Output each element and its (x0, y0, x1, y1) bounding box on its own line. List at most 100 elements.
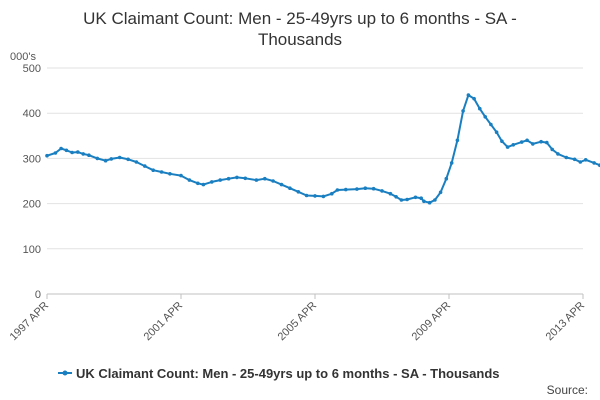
data-point-0-41 (371, 186, 376, 191)
data-point-0-74 (572, 157, 577, 162)
data-point-0-38 (344, 187, 348, 192)
data-point-0-6 (81, 152, 85, 156)
data-point-0-76 (583, 158, 588, 162)
data-point-0-53 (444, 176, 449, 181)
data-point-0-10 (109, 157, 114, 161)
data-point-0-72 (556, 152, 560, 156)
data-point-0-55 (455, 138, 460, 143)
y-tick-label-0: 0 (35, 289, 41, 301)
data-point-0-56 (461, 109, 465, 113)
data-point-0-16 (159, 170, 164, 174)
chart-title-line-1: UK Claimant Count: Men - 25-49yrs up to … (83, 9, 517, 28)
legend[interactable]: UK Claimant Count: Men - 25-49yrs up to … (58, 366, 500, 381)
data-point-0-59 (478, 106, 482, 111)
data-point-0-61 (489, 122, 493, 127)
data-point-0-36 (330, 191, 334, 196)
data-point-0-47 (413, 195, 418, 200)
y-tick-label-100: 100 (23, 244, 41, 256)
data-point-0-4 (70, 150, 74, 155)
data-point-0-19 (187, 178, 192, 182)
data-point-0-21 (201, 182, 206, 187)
y-tick-label-500: 500 (23, 63, 41, 75)
data-point-0-11 (117, 155, 122, 160)
data-point-0-33 (304, 193, 309, 198)
data-point-0-31 (288, 186, 292, 190)
data-point-0-23 (218, 178, 222, 182)
data-point-0-48 (419, 196, 424, 200)
data-point-0-8 (95, 156, 100, 161)
data-point-0-12 (126, 157, 130, 162)
data-point-0-44 (394, 195, 398, 199)
data-point-0-75 (578, 160, 583, 164)
x-tick-label-1: 2001 APR (142, 300, 186, 344)
data-point-0-25 (235, 175, 239, 180)
x-tick-label-2: 2005 APR (276, 300, 320, 344)
data-point-0-52 (438, 190, 443, 195)
data-point-0-60 (483, 115, 488, 119)
data-point-0-3 (64, 148, 69, 153)
data-point-0-37 (335, 188, 340, 192)
data-point-0-39 (355, 187, 359, 191)
y-tick-label-300: 300 (23, 153, 41, 165)
data-point-0-9 (103, 158, 108, 163)
data-point-0-69 (539, 139, 543, 144)
data-point-0-70 (545, 140, 549, 145)
data-point-0-57 (466, 93, 471, 97)
data-point-0-77 (592, 161, 596, 165)
data-point-0-7 (87, 153, 91, 157)
data-point-0-54 (449, 161, 454, 165)
data-point-0-51 (433, 198, 437, 202)
y-tick-label-200: 200 (23, 199, 41, 211)
data-point-0-29 (271, 179, 275, 183)
gridlines (47, 67, 583, 295)
legend-marker (62, 370, 68, 376)
data-point-0-46 (405, 197, 409, 202)
data-point-0-13 (134, 160, 139, 164)
data-point-0-24 (226, 176, 231, 181)
data-point-0-63 (500, 139, 504, 143)
series-line-0 (46, 94, 600, 204)
data-point-0-58 (472, 96, 476, 101)
data-point-0-42 (380, 189, 384, 193)
data-point-0-64 (505, 145, 510, 149)
x-tick-label-4: 2013 APR (544, 300, 588, 344)
data-point-0-50 (427, 200, 432, 205)
chart-title-line-2: Thousands (258, 30, 342, 49)
data-point-0-67 (525, 138, 529, 143)
data-point-0-15 (151, 168, 155, 172)
x-tick-label-3: 2009 APR (410, 300, 454, 344)
data-point-0-35 (321, 194, 326, 199)
data-point-0-43 (388, 191, 393, 196)
data-point-0-73 (564, 155, 569, 160)
data-point-0-20 (196, 181, 200, 186)
data-point-0-22 (210, 180, 214, 184)
data-point-0-26 (243, 176, 248, 181)
y-axis-label: 000's (10, 51, 36, 63)
data-point-0-40 (363, 186, 368, 190)
data-point-0-14 (143, 164, 147, 168)
y-tick-labels: 0 100 200 300 400 500 (23, 63, 41, 301)
data-point-0-18 (179, 173, 183, 178)
data-point-0-71 (550, 147, 554, 152)
data-point-0-2 (59, 146, 63, 151)
data-point-0-65 (511, 143, 516, 147)
data-point-0-5 (76, 150, 80, 154)
x-tick-label-0: 1997 APR (8, 300, 52, 344)
y-tick-label-400: 400 (23, 108, 41, 120)
data-point-0-27 (254, 178, 259, 182)
data-point-0-28 (263, 176, 267, 181)
data-point-0-66 (519, 140, 524, 144)
source-label: Source: (547, 383, 588, 397)
data-point-0-30 (279, 182, 284, 187)
legend-item-label: UK Claimant Count: Men - 25-49yrs up to … (76, 366, 500, 381)
data-point-0-17 (168, 172, 172, 176)
data-point-0-32 (296, 190, 301, 194)
data-point-0-68 (531, 142, 535, 146)
data-point-0-0 (45, 153, 49, 158)
data-point-0-1 (53, 151, 58, 155)
x-tick-labels: 1997 APR 2001 APR 2005 APR 2009 APR 2013 APR (8, 294, 588, 344)
data-point-0-49 (422, 199, 426, 204)
data-point-0-45 (399, 198, 404, 202)
data-point-0-62 (494, 130, 499, 134)
